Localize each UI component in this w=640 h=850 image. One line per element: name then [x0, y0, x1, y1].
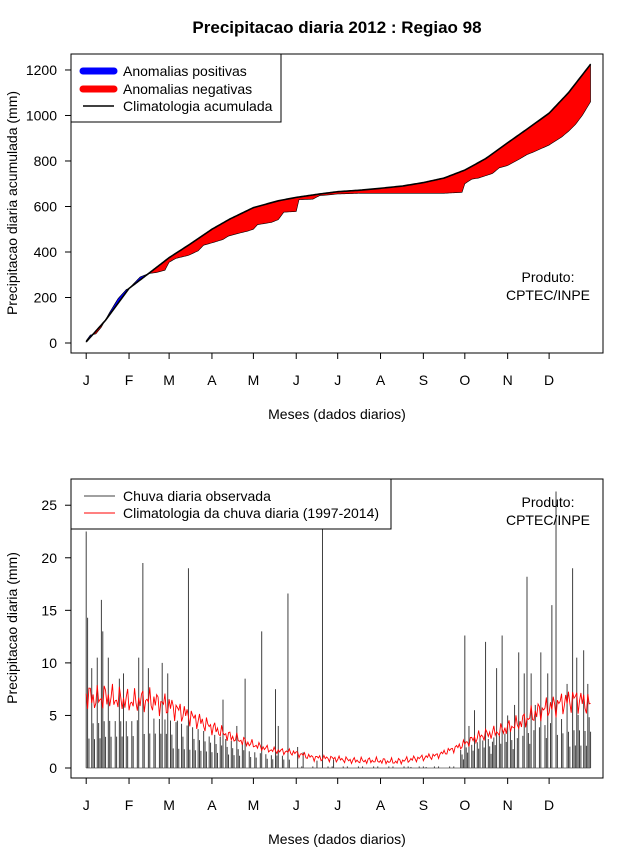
producer-name-top: CPTEC/INPE	[506, 287, 590, 303]
y-tick-label-top: 600	[34, 198, 58, 214]
x-tick-label-bottom: J	[334, 797, 341, 813]
x-tick-label-bottom: F	[125, 797, 134, 813]
x-tick-label-bottom: J	[293, 797, 300, 813]
x-tick-label-top: J	[293, 372, 300, 388]
x-tick-label-top: J	[83, 372, 90, 388]
x-tick-label-top: M	[163, 372, 175, 388]
producer-label-top: Produto:	[522, 269, 575, 285]
chart-title: Precipitacao diaria 2012 : Regiao 98	[192, 18, 481, 37]
y-tick-label-bottom: 10	[41, 655, 57, 671]
daily-climatology-layer	[85, 683, 591, 766]
legend-bottom: Chuva diaria observada Climatologia da c…	[70, 478, 392, 530]
x-tick-label-top: N	[503, 372, 513, 388]
x-tick-label-top: A	[376, 372, 386, 388]
accumulated-series-layer	[85, 63, 592, 343]
legend-label-positive: Anomalias positivas	[123, 63, 247, 79]
y-axis-label-top: Precipitacao diaria acumulada (mm)	[4, 91, 20, 315]
x-axis-label-bottom: Meses (dados diarios)	[268, 831, 406, 847]
x-tick-label-top: F	[125, 372, 134, 388]
y-tick-label-bottom: 0	[49, 760, 57, 776]
x-tick-label-bottom: M	[248, 797, 260, 813]
producer-label-bottom: Produto:	[522, 494, 575, 510]
legend-label-climatology: Climatologia acumulada	[123, 98, 273, 114]
x-tick-label-top: A	[207, 372, 217, 388]
x-axis-label-top: Meses (dados diarios)	[268, 406, 406, 422]
x-tick-label-top: S	[419, 372, 428, 388]
legend-label-clim-daily: Climatologia da chuva diaria (1997-2014)	[123, 505, 379, 521]
plot-frame-top	[70, 53, 604, 354]
y-tick-label-bottom: 15	[41, 602, 57, 618]
daily-bars-layer	[85, 491, 592, 769]
legend-label-observed: Chuva diaria observada	[123, 488, 271, 504]
x-tick-label-bottom: D	[544, 797, 554, 813]
x-tick-label-bottom: N	[503, 797, 513, 813]
x-tick-label-top: J	[334, 372, 341, 388]
y-tick-label-top: 1000	[26, 107, 57, 123]
accumulated-panel: 0 200 400 600 800 1000 1200 J F M A M J J A S O N D Preci…	[4, 53, 604, 422]
daily-panel: 0 5 10 15 20 25 J F M A M J J A S O N D Precipitacao dia…	[4, 478, 604, 847]
x-tick-label-bottom: A	[207, 797, 217, 813]
x-tick-label-bottom: S	[419, 797, 428, 813]
y-tick-label-top: 800	[34, 153, 58, 169]
x-tick-label-bottom: M	[163, 797, 175, 813]
climatology-cumulative-line	[85, 63, 592, 343]
y-axis-bottom: 0 5 10 15 20 25	[41, 497, 71, 776]
producer-name-bottom: CPTEC/INPE	[506, 512, 590, 528]
y-tick-label-bottom: 5	[49, 707, 57, 723]
x-tick-label-bottom: A	[376, 797, 386, 813]
y-tick-label-top: 400	[34, 244, 58, 260]
y-tick-label-bottom: 20	[41, 550, 57, 566]
y-tick-label-top: 0	[49, 335, 57, 351]
x-tick-label-top: D	[544, 372, 554, 388]
x-tick-label-bottom: O	[459, 797, 470, 813]
y-tick-label-top: 200	[34, 289, 58, 305]
anomaly-positive-area	[105, 271, 151, 322]
y-axis-label-bottom: Precipitacao diaria (mm)	[4, 552, 20, 704]
x-tick-label-bottom: J	[83, 797, 90, 813]
y-tick-label-bottom: 25	[41, 497, 57, 513]
y-tick-label-top: 1200	[26, 62, 57, 78]
legend-top: Anomalias positivas Anomalias negativas …	[70, 53, 282, 123]
legend-label-negative: Anomalias negativas	[123, 81, 252, 97]
legend-box-bottom	[70, 478, 392, 530]
y-axis-top: 0 200 400 600 800 1000 1200	[26, 62, 71, 351]
x-tick-label-top: O	[459, 372, 470, 388]
x-tick-label-top: M	[248, 372, 260, 388]
climatology-daily-line	[85, 683, 591, 766]
